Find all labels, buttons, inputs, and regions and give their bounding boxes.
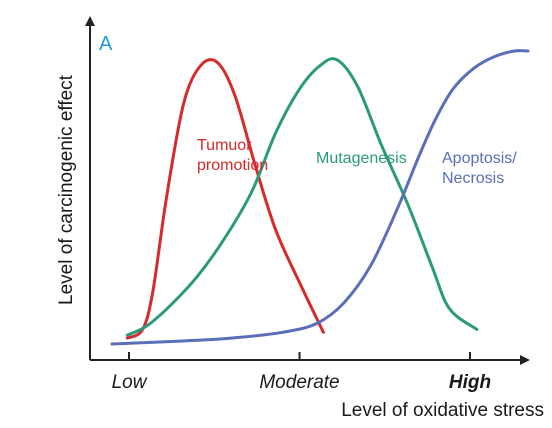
series-label-tumour-promotion: promotion bbox=[197, 157, 268, 174]
series-label-tumour-promotion: Tumuor bbox=[197, 137, 252, 154]
series-label-mutagenesis: Mutagenesis bbox=[316, 150, 407, 167]
series-label-apoptosis-necrosis: Apoptosis/ bbox=[442, 150, 517, 167]
x-tick-label: High bbox=[449, 372, 491, 393]
series-labels: Tumuor promotion Mutagenesis Apoptosis/Necr… bbox=[197, 137, 517, 187]
x-axis-title: Level of oxidative stress bbox=[341, 400, 544, 421]
panel-label: A bbox=[99, 33, 113, 55]
series-line-tumour-promotion bbox=[125, 58, 325, 340]
series-line-apoptosis-necrosis bbox=[110, 49, 530, 346]
series-label-apoptosis-necrosis: Necrosis bbox=[442, 170, 504, 187]
y-axis-title: Level of carcinogenic effect bbox=[56, 74, 77, 305]
series-layer bbox=[110, 49, 530, 346]
x-ticks: Low Moderate High bbox=[112, 352, 491, 393]
series-line-mutagenesis bbox=[125, 57, 479, 337]
x-tick-label: Moderate bbox=[259, 372, 339, 393]
x-tick-label: Low bbox=[112, 372, 148, 393]
